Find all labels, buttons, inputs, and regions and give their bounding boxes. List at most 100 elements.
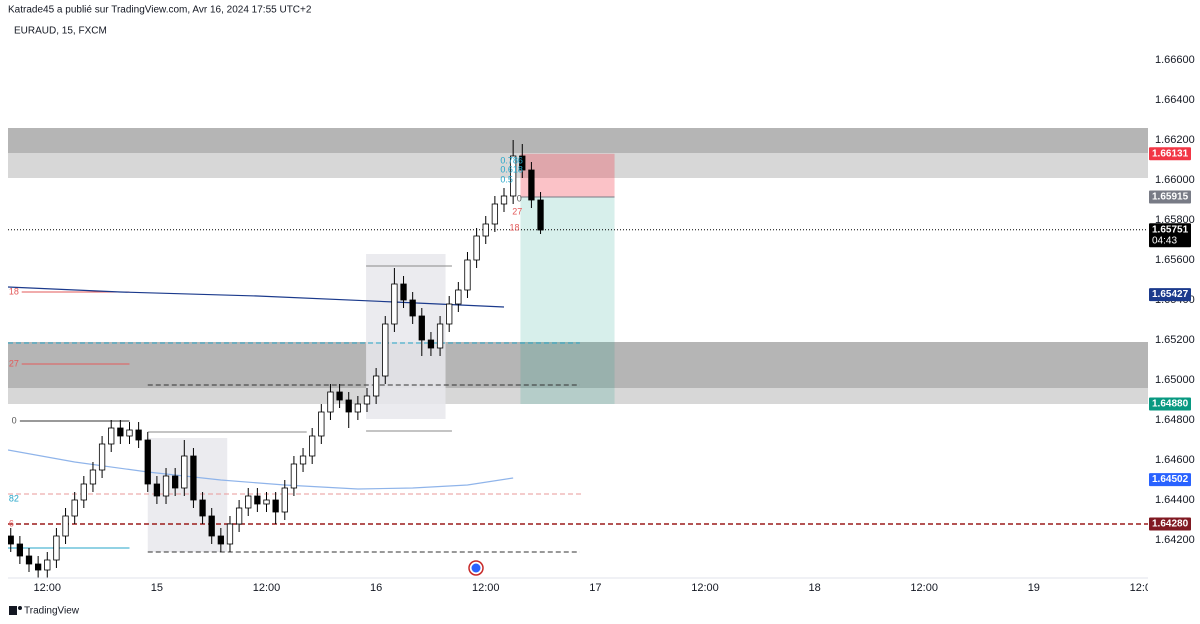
candle-body — [272, 499, 279, 513]
candle-body — [327, 391, 334, 413]
x-tick-label: 18 — [808, 582, 820, 594]
candle-body — [235, 507, 243, 525]
candle-body — [16, 543, 24, 557]
candle-body — [336, 391, 343, 401]
x-tick-label: 12:00 — [472, 582, 500, 594]
candle-body — [446, 303, 453, 325]
range-box — [366, 254, 446, 419]
x-tick-label: 12:00 — [253, 582, 281, 594]
y-tick-label: 1.64200 — [1155, 534, 1195, 546]
price-badge-label: 1.65751 — [1152, 224, 1189, 235]
header: Katrade45 a publié sur TradingView.com, … — [8, 5, 312, 16]
x-tick-label: 12:00 — [34, 582, 62, 594]
candle-body — [409, 299, 416, 317]
y-tick-label: 1.65800 — [1155, 214, 1195, 226]
fib-label: 0 — [12, 415, 17, 425]
x-tick-label: 16 — [370, 582, 382, 594]
candle-body — [436, 323, 444, 349]
candle-body — [528, 169, 535, 201]
logo — [9, 606, 22, 615]
candle-body — [153, 483, 161, 497]
candle-body — [372, 375, 380, 397]
price-badge — [1149, 190, 1191, 204]
zone — [8, 342, 1148, 388]
candle-body — [519, 155, 526, 171]
symbol-title: EURAUD, 15, FXCM — [14, 26, 107, 37]
footer: TradingView — [24, 606, 80, 617]
candle-body — [135, 429, 142, 441]
candle-body — [53, 535, 60, 561]
candle-body — [391, 283, 398, 325]
candle-body — [354, 403, 361, 413]
y-tick-label: 1.64800 — [1155, 414, 1195, 426]
price-badge-label: 1.64502 — [1152, 474, 1189, 485]
y-tick-label: 1.64600 — [1155, 454, 1195, 466]
candle-body — [427, 339, 435, 349]
stop-zone — [520, 153, 615, 197]
candle-body — [473, 235, 480, 261]
candle-body — [44, 559, 51, 571]
candle-body — [318, 411, 325, 437]
candle-body — [455, 289, 462, 305]
candle-body — [418, 315, 425, 341]
price-badge — [1149, 517, 1191, 531]
candle-body — [199, 499, 206, 517]
candle-body — [162, 475, 170, 497]
candle-body — [491, 203, 499, 225]
price-badge — [1149, 397, 1191, 411]
x-tick-label: 19 — [1028, 582, 1040, 594]
candle-body — [25, 555, 33, 565]
x-tick-label: 12:00 — [1130, 582, 1158, 594]
candle-body — [108, 427, 115, 445]
fib-label: 82 — [9, 493, 19, 503]
fib-label: 6 — [9, 518, 14, 528]
candle-body — [80, 483, 87, 501]
candle-body — [290, 463, 298, 489]
y-tick-label: 1.66600 — [1155, 54, 1195, 66]
candle-body — [144, 439, 151, 485]
candle-body — [382, 323, 389, 377]
candle-body — [8, 535, 14, 545]
x-tick-label: 12:00 — [910, 582, 938, 594]
candle-body — [181, 455, 188, 489]
target-zone — [520, 197, 615, 404]
candle-body — [363, 395, 371, 405]
fib-label: 27 — [9, 358, 19, 368]
zone — [8, 153, 1148, 178]
candle-body — [245, 495, 252, 509]
fib-label: 27 — [512, 206, 522, 216]
candle-body — [400, 283, 407, 301]
y-tick-label: 1.65000 — [1155, 374, 1195, 386]
fib-label: 0 — [517, 193, 522, 203]
price-badge — [1149, 223, 1191, 248]
candle-body — [126, 429, 133, 437]
price-badge — [1149, 473, 1191, 487]
y-tick-label: 1.65600 — [1155, 254, 1195, 266]
candle-body — [208, 515, 215, 537]
candle-body — [500, 195, 508, 205]
candle-body — [71, 499, 78, 517]
candle-body — [345, 399, 352, 413]
price-badge-countdown: 04:43 — [1152, 235, 1177, 246]
candle-body — [190, 455, 197, 501]
candle-body — [89, 469, 97, 485]
candle-body — [172, 475, 179, 489]
y-tick-label: 1.65200 — [1155, 334, 1195, 346]
y-tick-label: 1.66400 — [1155, 94, 1195, 106]
candle-body — [254, 495, 261, 505]
price-badge — [1149, 147, 1191, 161]
price-badge-label: 1.64880 — [1152, 399, 1189, 410]
candle-body — [35, 563, 42, 571]
zone — [8, 388, 1148, 404]
price-badge-label: 1.66131 — [1152, 148, 1189, 159]
candle-body — [309, 435, 316, 457]
candle-body — [62, 515, 69, 537]
candle-body — [263, 499, 270, 505]
candle-body — [464, 259, 471, 291]
candle-body — [217, 535, 224, 545]
candle-body — [299, 455, 307, 465]
price-badge — [1149, 288, 1191, 302]
x-tick-label: 17 — [589, 582, 601, 594]
